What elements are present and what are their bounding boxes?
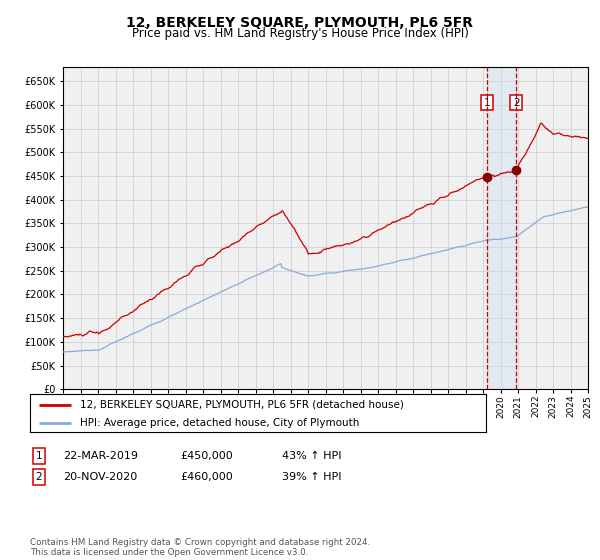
Text: 2: 2 — [513, 97, 520, 108]
Text: Contains HM Land Registry data © Crown copyright and database right 2024.
This d: Contains HM Land Registry data © Crown c… — [30, 538, 370, 557]
Text: Price paid vs. HM Land Registry's House Price Index (HPI): Price paid vs. HM Land Registry's House … — [131, 27, 469, 40]
Text: 12, BERKELEY SQUARE, PLYMOUTH, PL6 5FR: 12, BERKELEY SQUARE, PLYMOUTH, PL6 5FR — [127, 16, 473, 30]
Text: 1: 1 — [484, 97, 490, 108]
Text: £460,000: £460,000 — [180, 472, 233, 482]
Text: 20-NOV-2020: 20-NOV-2020 — [63, 472, 137, 482]
Bar — [487, 67, 516, 389]
Text: 22-MAR-2019: 22-MAR-2019 — [63, 451, 138, 461]
Text: 39% ↑ HPI: 39% ↑ HPI — [282, 472, 341, 482]
Text: £450,000: £450,000 — [180, 451, 233, 461]
Text: HPI: Average price, detached house, City of Plymouth: HPI: Average price, detached house, City… — [80, 418, 359, 428]
Text: 1: 1 — [35, 451, 43, 461]
Text: 2: 2 — [35, 472, 43, 482]
Text: 12, BERKELEY SQUARE, PLYMOUTH, PL6 5FR (detached house): 12, BERKELEY SQUARE, PLYMOUTH, PL6 5FR (… — [80, 400, 404, 410]
Text: 43% ↑ HPI: 43% ↑ HPI — [282, 451, 341, 461]
